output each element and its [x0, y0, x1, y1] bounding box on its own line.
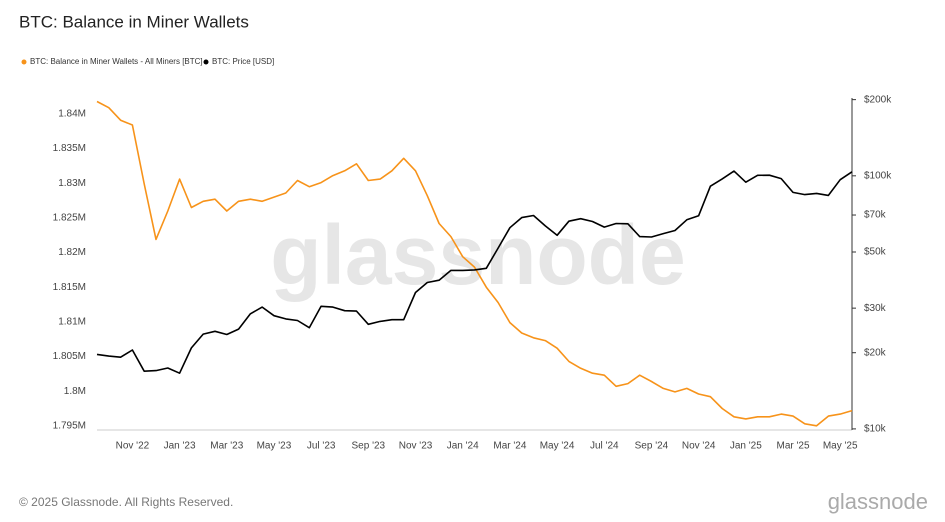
footer: © 2025 Glassnode. All Rights Reserved.	[19, 495, 233, 509]
x-tick-label: Jan '23	[164, 441, 196, 452]
x-tick-label: Mar '25	[776, 441, 809, 452]
x-tick-label: Mar '24	[493, 441, 526, 452]
logo: glassnode	[828, 489, 928, 514]
y-tick-label: 1.835M	[53, 143, 86, 154]
y-tick-label: 1.825M	[53, 213, 86, 224]
x-tick-label: May '24	[540, 441, 575, 452]
x-tick-label: Jul '24	[590, 441, 619, 452]
y-tick-label: 1.84M	[58, 109, 86, 120]
chart-title: BTC: Balance in Miner Wallets	[19, 12, 249, 31]
y-tick-label: 1.815M	[53, 282, 86, 293]
x-tick-label: Jan '25	[730, 441, 762, 452]
y-tick-label: 1.82M	[58, 247, 86, 258]
x-tick-label: Nov '22	[116, 441, 150, 452]
y-tick-label: 1.81M	[58, 317, 86, 328]
y-tick-label: 1.795M	[53, 420, 86, 431]
legend-label: BTC: Price [USD]	[212, 57, 274, 66]
watermark: glassnode	[270, 208, 685, 302]
x-tick-label: Sep '24	[635, 441, 669, 452]
y2-tick-label: $50k	[864, 247, 887, 258]
y2-tick-label: $200k	[864, 94, 892, 105]
y2-tick-label: $20k	[864, 347, 887, 358]
y-tick-label: 1.805M	[53, 351, 86, 362]
x-tick-label: Mar '23	[210, 441, 243, 452]
y-tick-label: 1.83M	[58, 178, 86, 189]
x-tick-label: Jul '23	[307, 441, 336, 452]
x-tick-label: Nov '24	[682, 441, 716, 452]
y2-tick-label: $70k	[864, 210, 887, 221]
y-tick-label: 1.8M	[64, 386, 86, 397]
y2-tick-label: $10k	[864, 424, 887, 435]
legend-label: BTC: Balance in Miner Wallets - All Mine…	[30, 57, 203, 66]
x-tick-label: May '23	[257, 441, 292, 452]
x-tick-label: May '25	[823, 441, 858, 452]
legend-marker	[21, 59, 27, 65]
legend-marker	[203, 59, 209, 65]
y2-tick-label: $30k	[864, 303, 887, 314]
y2-tick-label: $100k	[864, 170, 892, 181]
series-line	[96, 170, 853, 374]
x-tick-label: Sep '23	[352, 441, 386, 452]
series-line	[96, 100, 853, 427]
x-tick-label: Jan '24	[447, 441, 479, 452]
x-tick-label: Nov '23	[399, 441, 433, 452]
